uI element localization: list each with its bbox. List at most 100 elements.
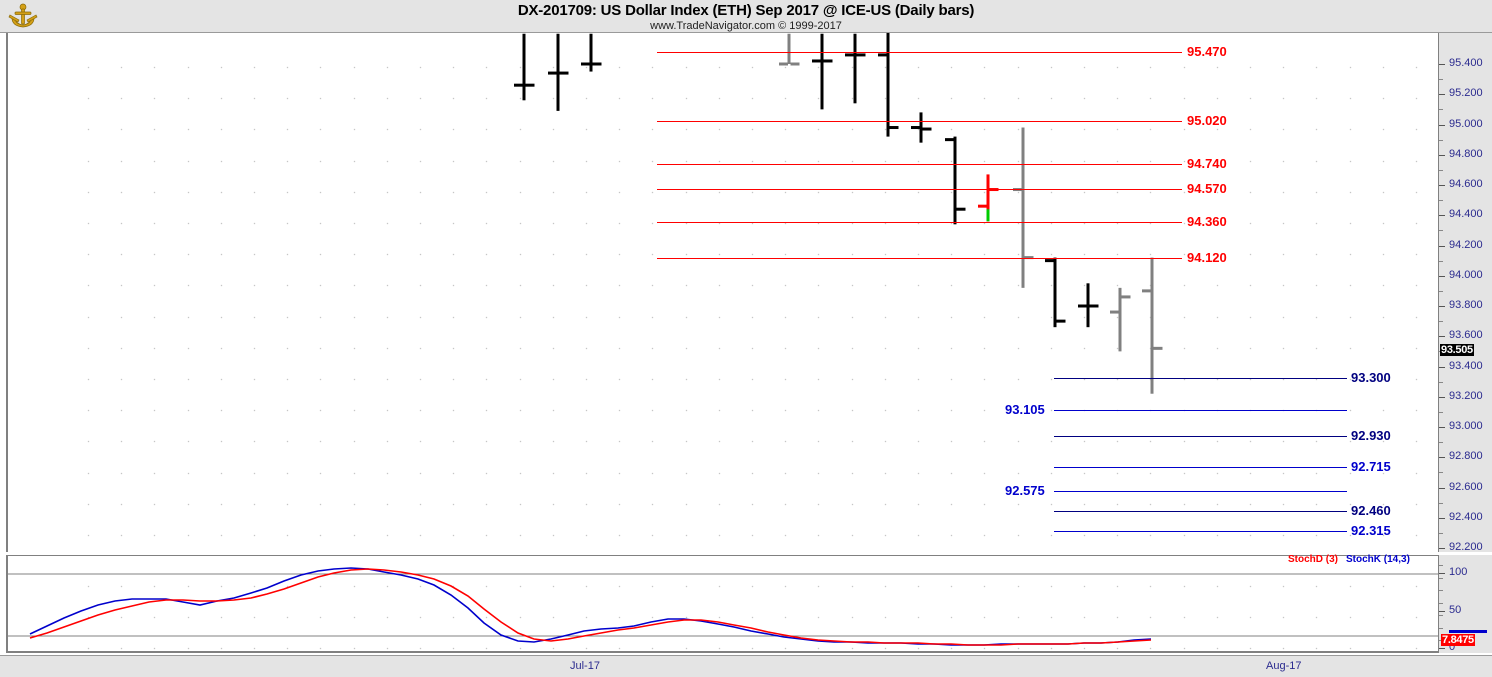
price-level-label: 92.460 (1351, 503, 1391, 518)
price-level-label: 92.315 (1351, 523, 1391, 538)
price-axis-tick (1439, 427, 1445, 428)
stochastic-axis[interactable]: 100 50 0 7.8475 (1438, 555, 1492, 653)
price-axis-tick (1439, 275, 1445, 277)
price-level-label: 93.105 (1005, 402, 1045, 417)
stoch-axis-minor-tick (1439, 627, 1443, 629)
price-level-line[interactable] (657, 121, 1182, 122)
price-level-line[interactable] (1054, 491, 1347, 492)
price-axis-tick-label: 93.400 (1449, 359, 1483, 372)
price-axis-minor-tick (1439, 200, 1443, 201)
price-axis-tick (1439, 94, 1445, 96)
price-axis-tick-label: 93.800 (1449, 299, 1483, 311)
stoch-k-legend-label: StochK (14,3) (1346, 554, 1410, 565)
ohlc-bar (514, 33, 535, 101)
ohlc-bar (911, 112, 932, 143)
stoch-axis-minor-tick (1439, 577, 1443, 579)
time-axis-label: Jul-17 (570, 660, 600, 672)
stoch-axis-tick (1439, 573, 1445, 574)
stoch-axis-tick (1439, 648, 1445, 649)
price-axis-tick-label: 95.200 (1449, 87, 1483, 100)
price-level-line[interactable] (657, 258, 1182, 259)
stochastic-line (29, 567, 1152, 646)
price-axis-minor-tick (1439, 472, 1443, 474)
price-axis-minor-tick (1439, 230, 1443, 232)
stochastic-lines-layer (8, 567, 1440, 646)
price-level-line[interactable] (657, 222, 1182, 223)
price-level-line[interactable] (657, 189, 1182, 190)
price-axis-tick-label: 95.000 (1449, 117, 1483, 130)
ohlc-bar (779, 33, 800, 66)
price-axis-tick (1439, 64, 1445, 65)
ohlc-bar (1045, 257, 1066, 328)
ohlc-bar (845, 33, 866, 104)
price-chart-pane[interactable]: 95.470 95.020 94.740 94.570 94.360 94.120 93.3… (6, 33, 1440, 584)
time-axis[interactable]: Jul-17 Aug-17 (0, 655, 1492, 677)
price-axis-minor-tick (1439, 139, 1443, 141)
price-axis-tick (1439, 457, 1445, 459)
price-level-line[interactable] (1054, 467, 1347, 468)
price-axis-tick (1439, 185, 1445, 186)
price-axis-tick (1439, 487, 1445, 489)
ohlc-bar (878, 33, 899, 137)
price-axis-tick (1439, 124, 1445, 126)
anchor-logo-icon (8, 3, 38, 28)
stoch-d-legend-label: StochD (3) (1288, 554, 1338, 565)
ohlc-bar (1142, 257, 1163, 394)
price-axis-tick (1439, 306, 1445, 307)
price-level-line[interactable] (657, 164, 1182, 165)
price-axis-minor-tick (1439, 109, 1443, 111)
price-level-label: 94.120 (1187, 250, 1227, 265)
price-axis-tick (1439, 154, 1445, 156)
stochastic-pane[interactable] (6, 555, 1440, 654)
ohlc-bar (945, 136, 966, 225)
price-axis-tick (1439, 215, 1445, 217)
stoch-axis-minor-tick (1439, 565, 1443, 566)
price-level-label: 93.300 (1351, 370, 1391, 385)
price-level-label: 94.570 (1187, 181, 1227, 196)
ohlc-bar (1110, 287, 1131, 352)
price-axis-minor-tick (1439, 442, 1443, 443)
price-level-line[interactable] (1054, 410, 1347, 411)
price-level-line[interactable] (1054, 531, 1347, 532)
stoch-axis-tick-label: 0 (1449, 641, 1456, 653)
price-axis-tick (1439, 548, 1445, 549)
price-level-label: 95.470 (1187, 44, 1227, 59)
chart-subtitle: www.TradeNavigator.com © 1999-2017 (650, 20, 842, 32)
stoch-last-value-marker: 7.8475 (1441, 634, 1475, 647)
price-axis-tick-label: 94.000 (1449, 268, 1483, 281)
price-axis-minor-tick (1439, 411, 1443, 413)
price-axis-tick-label: 94.400 (1449, 208, 1483, 221)
price-axis-minor-tick (1439, 290, 1443, 292)
stoch-axis-minor-tick (1439, 590, 1443, 591)
price-axis-tick-label: 95.400 (1449, 57, 1483, 69)
stoch-value-cap (1449, 630, 1487, 634)
last-price-marker: 93.505 (1440, 343, 1474, 356)
price-level-line[interactable] (1054, 511, 1347, 512)
price-axis[interactable]: 95.400 95.200 95.000 94.800 94.600 94.400 94.2… (1438, 33, 1492, 564)
price-axis-minor-tick (1439, 502, 1443, 504)
time-axis-label: Aug-17 (1266, 660, 1302, 672)
stoch-axis-tick-label: 100 (1449, 566, 1468, 578)
price-level-line[interactable] (1054, 378, 1347, 379)
stoch-axis-tick (1439, 610, 1445, 612)
price-level-label: 92.930 (1351, 428, 1391, 443)
price-axis-tick-label: 94.800 (1449, 147, 1483, 160)
stochastic-line (29, 568, 1152, 646)
price-axis-tick-label: 94.200 (1449, 238, 1483, 251)
ohlc-bar (548, 33, 569, 111)
price-axis-minor-tick (1439, 79, 1443, 80)
price-axis-tick-label: 94.600 (1449, 178, 1483, 190)
price-axis-tick-label: 92.400 (1449, 510, 1483, 523)
price-axis-tick-label: 93.200 (1449, 389, 1483, 402)
price-level-line[interactable] (657, 52, 1182, 53)
price-axis-tick (1439, 245, 1445, 247)
price-axis-tick-label: 93.000 (1449, 420, 1483, 432)
price-level-label: 92.575 (1005, 483, 1045, 498)
ohlc-bar (812, 33, 833, 110)
price-axis-minor-tick (1439, 532, 1443, 534)
stoch-axis-tick-label: 50 (1449, 603, 1462, 616)
stochastic-legend: StochD (3) StochK (14,3) (1288, 554, 1410, 565)
price-level-line[interactable] (1054, 436, 1347, 437)
price-axis-tick-label: 93.600 (1449, 329, 1483, 342)
